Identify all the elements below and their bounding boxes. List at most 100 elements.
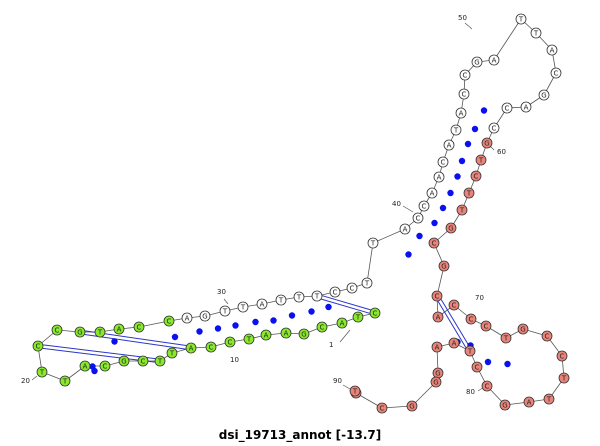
base-pair-dot <box>471 125 479 133</box>
base-pair-dot <box>504 360 511 368</box>
base-pair-dot <box>464 140 472 148</box>
nucleotide-circle <box>437 156 449 168</box>
number-label: 80 <box>466 388 475 396</box>
nucleotide-circle <box>458 88 470 100</box>
nucleotide: A <box>185 342 197 354</box>
nucleotide-circle <box>293 291 305 303</box>
nucleotide: T <box>500 332 512 344</box>
nucleotide-letter: T <box>453 127 459 135</box>
nucleotide-circle <box>481 137 493 149</box>
nucleotide-circle <box>523 396 535 408</box>
nucleotide-letter: G <box>77 329 82 337</box>
nucleotide: G <box>432 367 444 379</box>
nucleotide-circle <box>432 311 444 323</box>
base-pair-dot <box>484 358 492 366</box>
nucleotide: C <box>224 336 236 348</box>
nucleotide: C <box>369 307 381 319</box>
nucleotide-circle <box>412 212 424 224</box>
nucleotide-letter: C <box>475 364 480 372</box>
nucleotide-letter: T <box>62 378 68 386</box>
number-tick <box>342 384 351 390</box>
nucleotide: A <box>399 223 411 235</box>
nucleotide: T <box>275 294 287 306</box>
nucleotide-letter: G <box>520 326 525 334</box>
nucleotide: G <box>406 400 418 412</box>
nucleotide: A <box>426 187 438 199</box>
nucleotide: G <box>438 260 450 272</box>
nucleotide-circle <box>137 355 149 367</box>
nucleotide-circle <box>329 286 341 298</box>
nucleotide-circle <box>181 312 193 324</box>
nucleotide: G <box>471 56 483 68</box>
backbone-segment <box>411 381 437 407</box>
nucleotide-circle <box>480 320 492 332</box>
base-pair-line <box>322 295 371 311</box>
nucleotide: T <box>530 27 542 39</box>
nucleotide: T <box>464 345 476 357</box>
base-pair-dot <box>447 189 454 197</box>
nucleotide-letter: A <box>403 226 408 234</box>
nucleotide-letter: A <box>264 332 269 340</box>
nucleotide: G <box>517 323 529 335</box>
nucleotide-circle <box>471 56 483 68</box>
number-tick <box>464 22 473 30</box>
nucleotide-letter: T <box>352 388 358 396</box>
number-tick <box>31 375 38 381</box>
base-pair-dot <box>171 333 179 341</box>
number-tick <box>402 205 414 213</box>
nucleotide-letter: A <box>452 340 457 348</box>
nucleotide-circle <box>558 372 570 384</box>
nucleotide-letter: T <box>222 308 228 316</box>
nucleotide-circle <box>443 139 455 151</box>
nucleotide: C <box>205 341 217 353</box>
base-pair-dot <box>91 367 98 375</box>
nucleotide-circle <box>205 341 217 353</box>
number-label: 90 <box>333 377 342 385</box>
nucleotide: C <box>488 122 500 134</box>
number-label: 10 <box>230 356 239 364</box>
nucleotide-circle <box>501 102 513 114</box>
nucleotide: T <box>352 311 364 323</box>
nucleotide-circle <box>376 402 388 414</box>
number-label: 40 <box>392 200 401 208</box>
nucleotide-circle <box>166 347 178 359</box>
nucleotide: C <box>448 299 460 311</box>
nucleotide: C <box>437 156 449 168</box>
nucleotide-circle <box>431 290 443 302</box>
nucleotide: A <box>256 298 268 310</box>
nucleotide-letter: A <box>340 320 345 328</box>
nucleotide: G <box>74 326 86 338</box>
nucleotide-letter: C <box>452 302 457 310</box>
base-pair-line <box>321 298 370 314</box>
nucleotide-circle <box>488 122 500 134</box>
base-pair-dot <box>439 204 447 212</box>
nucleotide-letter: C <box>320 324 325 332</box>
nucleotide: A <box>113 323 125 335</box>
nucleotide: A <box>455 107 467 119</box>
nucleotide: C <box>99 360 111 372</box>
number-label: 30 <box>217 288 226 296</box>
nucleotide-circle <box>237 301 249 313</box>
nucleotide-letter: A <box>117 326 122 334</box>
base-pair-dot <box>308 308 315 315</box>
nucleotide-letter: C <box>474 173 479 181</box>
base-pair-dot <box>288 312 296 319</box>
nucleotide: A <box>443 139 455 151</box>
nucleotide-circle <box>433 171 445 183</box>
nucleotide-letter: T <box>169 350 175 358</box>
nucleotide: T <box>59 375 71 387</box>
nucleotide-circle <box>538 89 550 101</box>
nucleotide-circle <box>367 237 379 249</box>
nucleotide-letter: C <box>560 353 565 361</box>
nucleotide-letter: C <box>463 72 468 80</box>
nucleotide: A <box>520 101 532 113</box>
nucleotide-circle <box>448 337 460 349</box>
nucleotide-circle <box>470 170 482 182</box>
nucleotide-letter: A <box>436 314 441 322</box>
nucleotide-circle <box>463 187 475 199</box>
nucleotide-letter: T <box>355 314 361 322</box>
nucleotide-circle <box>256 298 268 310</box>
nucleotide-circle <box>431 341 443 353</box>
nucleotide-circle <box>418 200 430 212</box>
